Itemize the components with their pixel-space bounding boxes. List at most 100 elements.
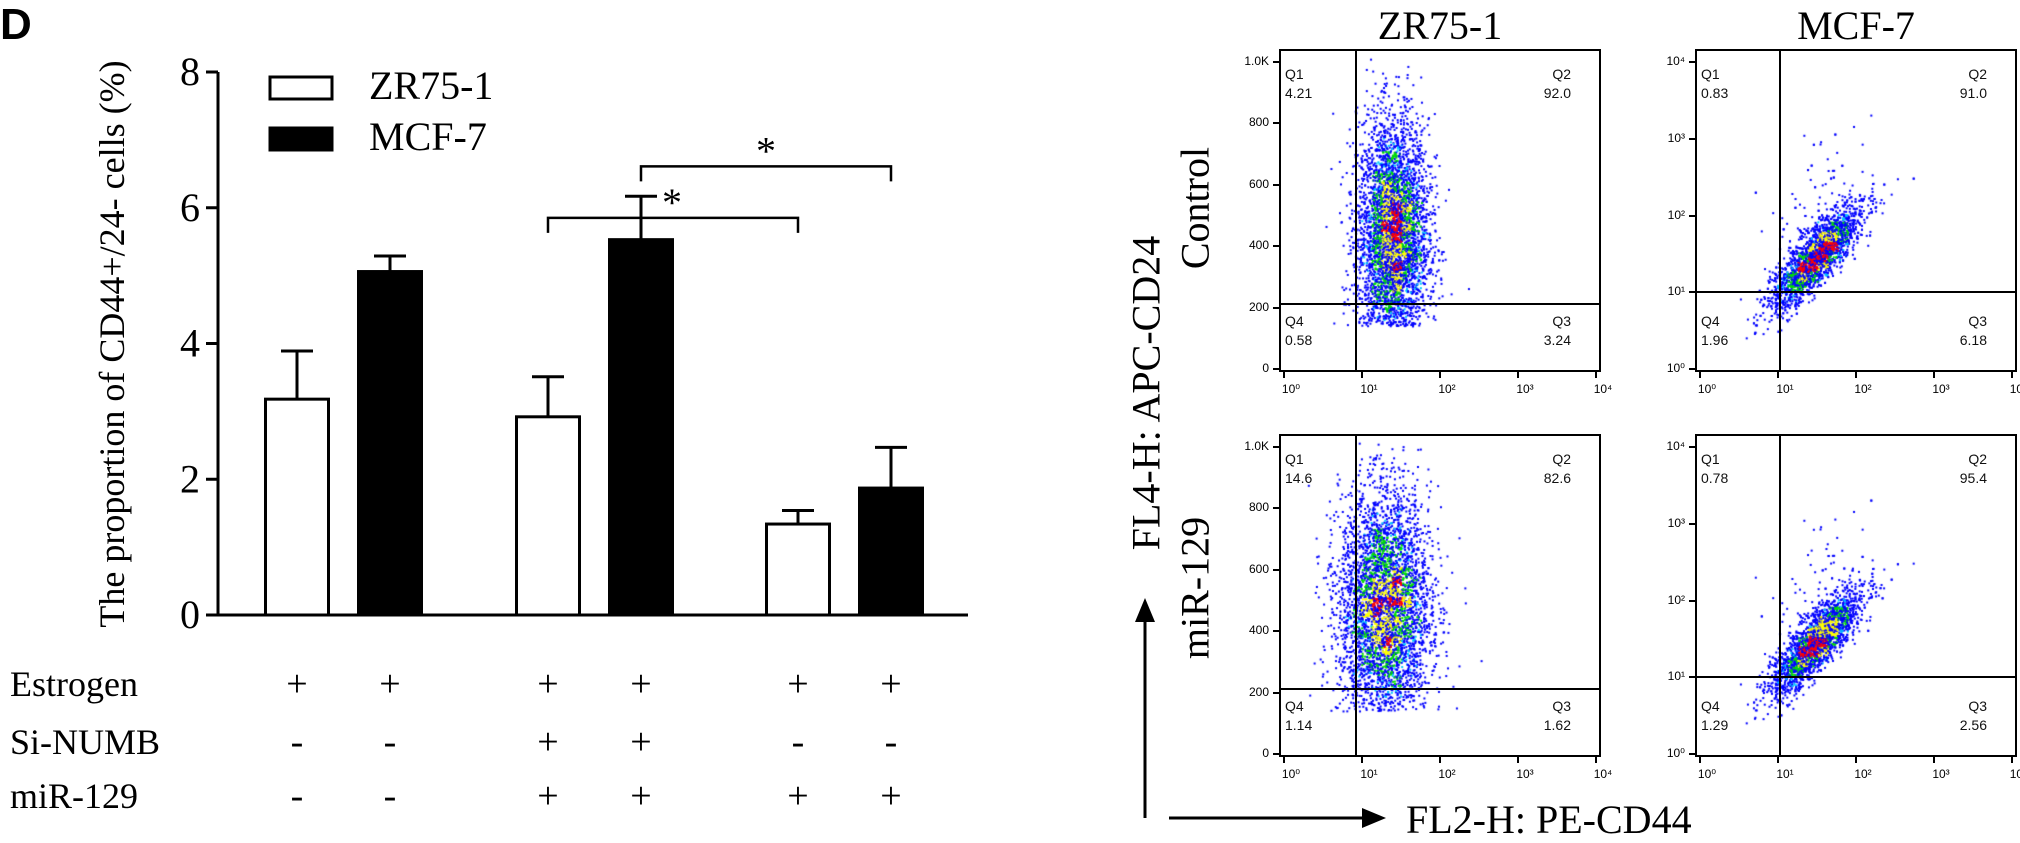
x-tick-label: 10³ [1516, 767, 1534, 781]
quadrant-percent: 1.29 [1701, 717, 1729, 733]
y-tick [1273, 507, 1279, 510]
y-tick-label: 10⁴ [1666, 54, 1685, 68]
quadrant-name: Q3 [1968, 698, 1987, 714]
condition-label: miR-129 [10, 776, 138, 816]
quadrant-name: Q2 [1552, 451, 1571, 467]
quadrant-gate-horizontal [1697, 675, 2015, 678]
condition-sign: + [286, 663, 307, 705]
quadrant-percent: 1.62 [1543, 717, 1571, 733]
quadrant-gate-vertical [1778, 51, 1781, 370]
vertical-arrow-icon [1135, 598, 1155, 818]
x-tick-label: 10⁰ [1281, 767, 1301, 781]
x-tick-label: 10⁰ [1697, 767, 1717, 781]
quadrant-q3: Q3 3.24 [1544, 312, 1571, 350]
y-tick [1273, 183, 1279, 186]
bar-chart: 0 2 4 6 8 The proportion of CD44+/24- cells (… [10, 49, 968, 817]
x-tick-label: 10³ [1516, 382, 1534, 396]
y-tick-label: 8 [180, 49, 200, 94]
bar-mcf-7 [608, 238, 674, 617]
y-tick-label: 600 [1248, 561, 1269, 576]
quadrant-percent: 1.14 [1285, 717, 1313, 733]
quadrant-percent: 4.21 [1285, 85, 1313, 101]
row-label-control: Control [1172, 146, 1218, 270]
x-tick [1933, 372, 1935, 378]
quadrant-name: Q4 [1285, 698, 1304, 714]
y-tick-label: 10¹ [1667, 669, 1685, 684]
quadrant-percent: 2.56 [1959, 717, 1987, 733]
condition-sign: + [880, 663, 901, 705]
bar-zr75-1 [264, 397, 330, 617]
horizontal-arrow-icon [1169, 808, 1386, 828]
quadrant-name: Q1 [1701, 451, 1720, 467]
quadrant-q4: Q4 0.58 [1285, 312, 1312, 350]
y-tick [1273, 61, 1279, 63]
x-tick [1595, 372, 1597, 378]
flow-plot-zr75-control: Q1 4.21 Q2 92.0 Q4 0.58 Q3 3.24 [1279, 49, 1603, 374]
quadrant-name: Q4 [1701, 698, 1720, 714]
x-tick [1777, 757, 1779, 763]
y-tick-label: 10³ [1667, 515, 1685, 530]
y-tick [1273, 446, 1279, 448]
quadrant-q3: Q3 2.56 [1960, 697, 1987, 735]
condition-sign: + [630, 721, 651, 763]
condition-sign: + [537, 775, 558, 817]
significance-bracket [639, 165, 893, 182]
x-tick-label: 10¹ [1360, 382, 1378, 396]
x-tick-label: 10⁰ [1281, 382, 1301, 396]
y-tick [1273, 245, 1279, 248]
quadrant-percent: 14.6 [1285, 470, 1313, 486]
flow-plot-zr75-mir-129: Q1 14.6 Q2 82.6 Q4 1.14 Q3 1.62 [1279, 434, 1603, 759]
y-tick [1273, 568, 1279, 571]
quadrant-name: Q3 [1552, 698, 1571, 714]
quadrant-percent: 82.6 [1543, 470, 1571, 486]
x-tick [1517, 372, 1519, 378]
y-tick-label: 0 [1262, 361, 1269, 375]
quadrant-name: Q1 [1285, 66, 1304, 82]
y-axis-label-flow: FL4-H: APC-CD24 [1123, 235, 1169, 551]
scatter-density [1697, 436, 2019, 759]
legend-swatch-mcf-7 [268, 126, 334, 152]
quadrant-percent: 0.83 [1701, 85, 1729, 101]
x-tick [2011, 372, 2013, 378]
quadrant-name: Q2 [1968, 451, 1987, 467]
quadrant-q3: Q3 6.18 [1960, 312, 1987, 350]
y-tick-label: 10² [1667, 592, 1685, 607]
quadrant-name: Q4 [1701, 313, 1720, 329]
bar-zr75-1 [765, 522, 831, 617]
scatter-density [1697, 51, 2019, 374]
y-tick-label: 400 [1248, 238, 1269, 253]
y-tick-label: 10⁴ [1666, 439, 1685, 453]
quadrant-percent: 3.24 [1543, 332, 1571, 348]
x-tick [1283, 372, 1285, 378]
x-tick [1439, 757, 1441, 763]
condition-sign: + [880, 775, 901, 817]
bar-mcf-7 [357, 270, 423, 617]
quadrant-q4: Q4 1.96 [1701, 312, 1728, 350]
y-tick [1273, 368, 1279, 370]
y-tick [1273, 691, 1279, 694]
x-tick [2011, 757, 2013, 763]
x-tick-label: 10¹ [1360, 767, 1378, 781]
significance-bracket [546, 216, 800, 233]
legend-swatch-zr75-1 [268, 75, 334, 101]
condition-sign: - [792, 721, 805, 763]
quadrant-gate-horizontal [1281, 302, 1599, 305]
x-tick-label: 10² [1438, 767, 1456, 781]
quadrant-name: Q1 [1701, 66, 1720, 82]
x-tick-label: 10² [1854, 767, 1872, 781]
quadrant-percent: 0.58 [1285, 332, 1313, 348]
y-tick-label: 200 [1248, 299, 1269, 314]
quadrant-q1: Q1 0.83 [1701, 65, 1728, 103]
condition-sign: + [537, 663, 558, 705]
x-tick [1361, 757, 1363, 763]
quadrant-q1: Q1 4.21 [1285, 65, 1312, 103]
x-tick-label: 10¹ [1776, 382, 1794, 396]
condition-label: Estrogen [10, 664, 138, 704]
condition-sign: + [630, 775, 651, 817]
quadrant-gate-horizontal [1697, 290, 2015, 293]
significance-star: * [756, 128, 776, 173]
y-tick-label: 0 [1262, 746, 1269, 760]
x-tick [1439, 372, 1441, 378]
y-tick-label: 400 [1248, 623, 1269, 638]
condition-sign: - [384, 721, 397, 763]
